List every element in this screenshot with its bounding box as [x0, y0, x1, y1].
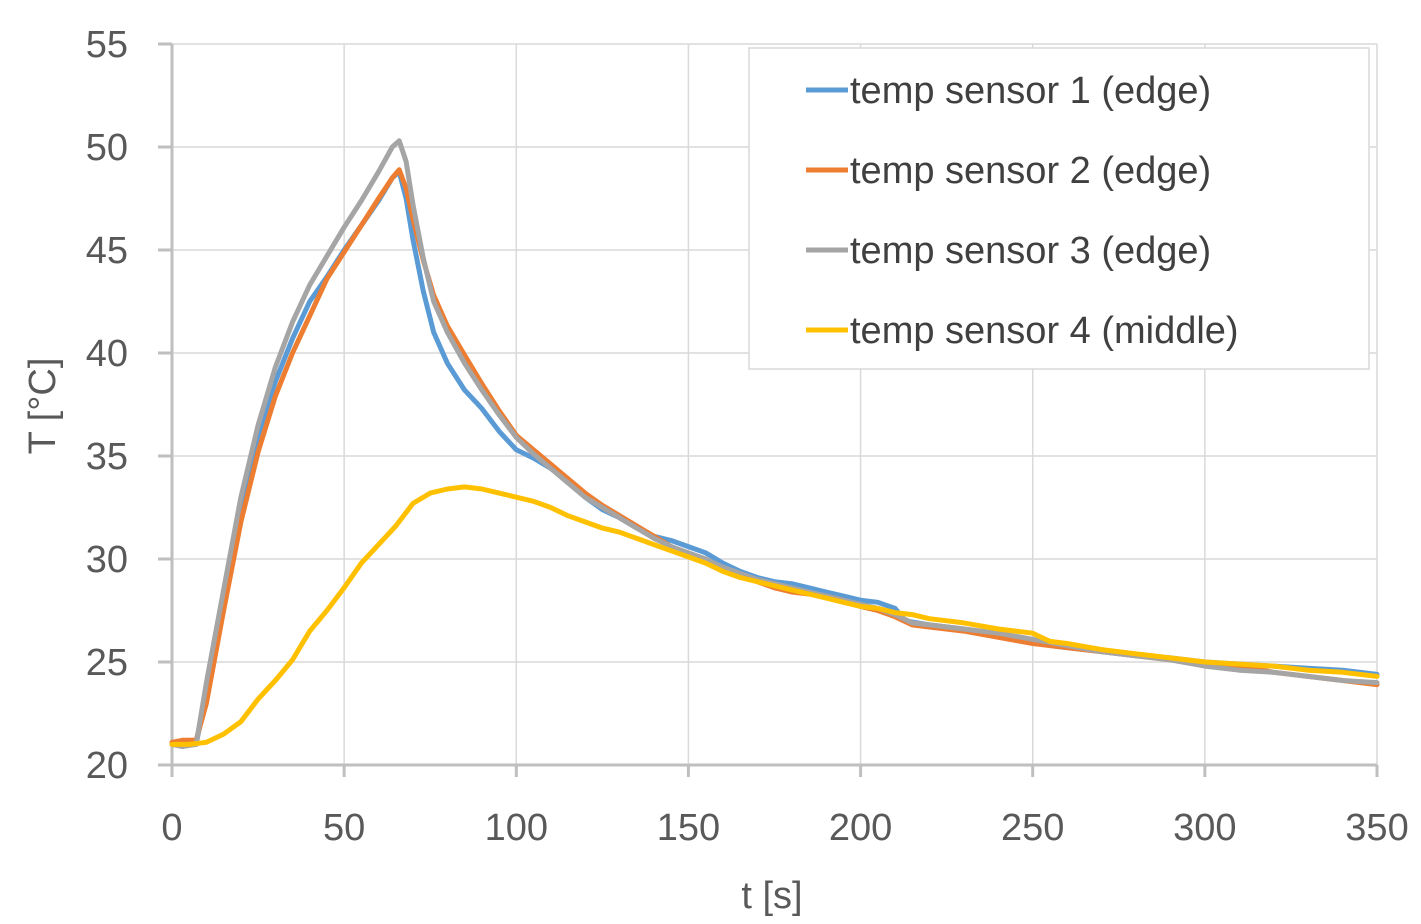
x-tick-label: 100	[485, 807, 548, 849]
y-tick-label: 45	[86, 230, 128, 272]
series-line-3	[169, 138, 1380, 749]
y-tick-label: 55	[86, 24, 128, 66]
y-axis-title: T [°C]	[22, 358, 64, 455]
x-tick-label: 250	[1001, 807, 1064, 849]
y-tick-label: 35	[86, 436, 128, 478]
legend-label-1: temp sensor 1 (edge)	[850, 70, 1211, 112]
legend-label-4: temp sensor 4 (middle)	[850, 310, 1239, 352]
y-tick-label: 20	[86, 745, 128, 787]
y-tick-label: 40	[86, 333, 128, 375]
x-tick-label: 350	[1345, 807, 1408, 849]
tick-labels: 0 50 100 150 200 250 300 350 20 25 30 35 40 45 50 55	[86, 24, 1409, 849]
x-tick-label: 150	[657, 807, 720, 849]
series-lines	[169, 138, 1380, 749]
x-tick-label: 200	[829, 807, 892, 849]
x-tick-label: 300	[1173, 807, 1236, 849]
y-tick-label: 50	[86, 127, 128, 169]
legend-label-2: temp sensor 2 (edge)	[850, 150, 1211, 192]
x-tick-label: 50	[323, 807, 365, 849]
y-tick-label: 25	[86, 642, 128, 684]
x-tick-label: 0	[161, 807, 182, 849]
legend-box	[748, 47, 1370, 370]
x-axis-title: t [s]	[741, 875, 802, 917]
y-tick-label: 30	[86, 539, 128, 581]
legend-label-3: temp sensor 3 (edge)	[850, 230, 1211, 272]
legend: temp sensor 1 (edge) temp sensor 2 (edge)…	[748, 47, 1370, 370]
axes	[158, 42, 1379, 777]
series-line-4	[169, 484, 1380, 747]
